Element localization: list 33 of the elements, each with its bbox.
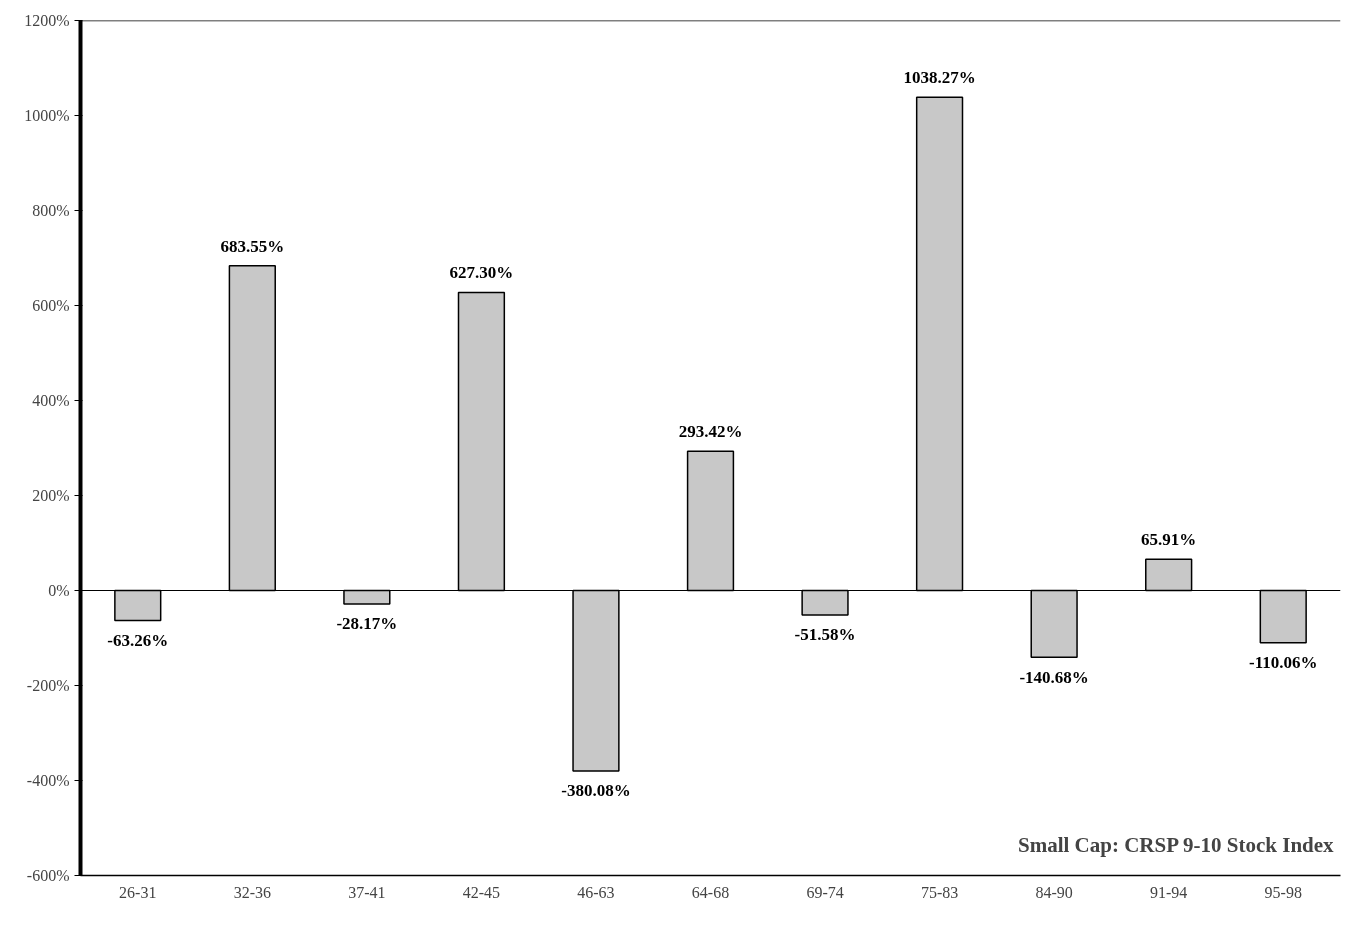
data-label: -110.06% [1248, 653, 1318, 673]
y-tick-label: -600% [26, 867, 70, 884]
x-tick-label: 42-45 [462, 883, 501, 901]
y-tick-label: 600% [32, 297, 70, 314]
data-label: -51.58% [794, 625, 856, 645]
y-tick-label: 0% [48, 582, 70, 599]
data-label: -140.68% [1019, 667, 1089, 687]
x-tick-label: 26-31 [119, 883, 157, 901]
y-tick-label: -400% [26, 772, 70, 789]
x-tick-label: 37-41 [348, 883, 386, 901]
data-label: 293.42% [678, 421, 743, 441]
x-tick-label: 69-74 [806, 883, 844, 901]
x-tick-label: 95-98 [1264, 883, 1302, 901]
annotation: Small Cap: CRSP 9-10 Stock Index [1017, 832, 1335, 857]
y-tick-label: 1200% [24, 12, 70, 29]
y-tick-label: 400% [32, 392, 70, 409]
y-tick-label: 800% [32, 202, 70, 219]
x-tick-label: 46-63 [577, 883, 615, 901]
data-label: -28.17% [336, 614, 398, 634]
y-tick-label: 1000% [24, 107, 70, 124]
data-label: 627.30% [449, 263, 514, 283]
y-tick-label: -200% [26, 677, 70, 694]
y-tick-label: 200% [32, 487, 70, 504]
data-label: -63.26% [107, 630, 169, 650]
data-label: 1038.27% [903, 68, 976, 88]
x-tick-label: 64-68 [691, 883, 730, 901]
data-label: -380.08% [561, 781, 631, 801]
x-tick-label: 75-83 [920, 883, 959, 901]
x-tick-label: 84-90 [1035, 883, 1073, 901]
x-tick-label: 91-94 [1150, 883, 1188, 901]
x-tick-label: 32-36 [233, 883, 271, 901]
data-label: 683.55% [220, 236, 285, 256]
data-label: 65.91% [1141, 529, 1197, 549]
